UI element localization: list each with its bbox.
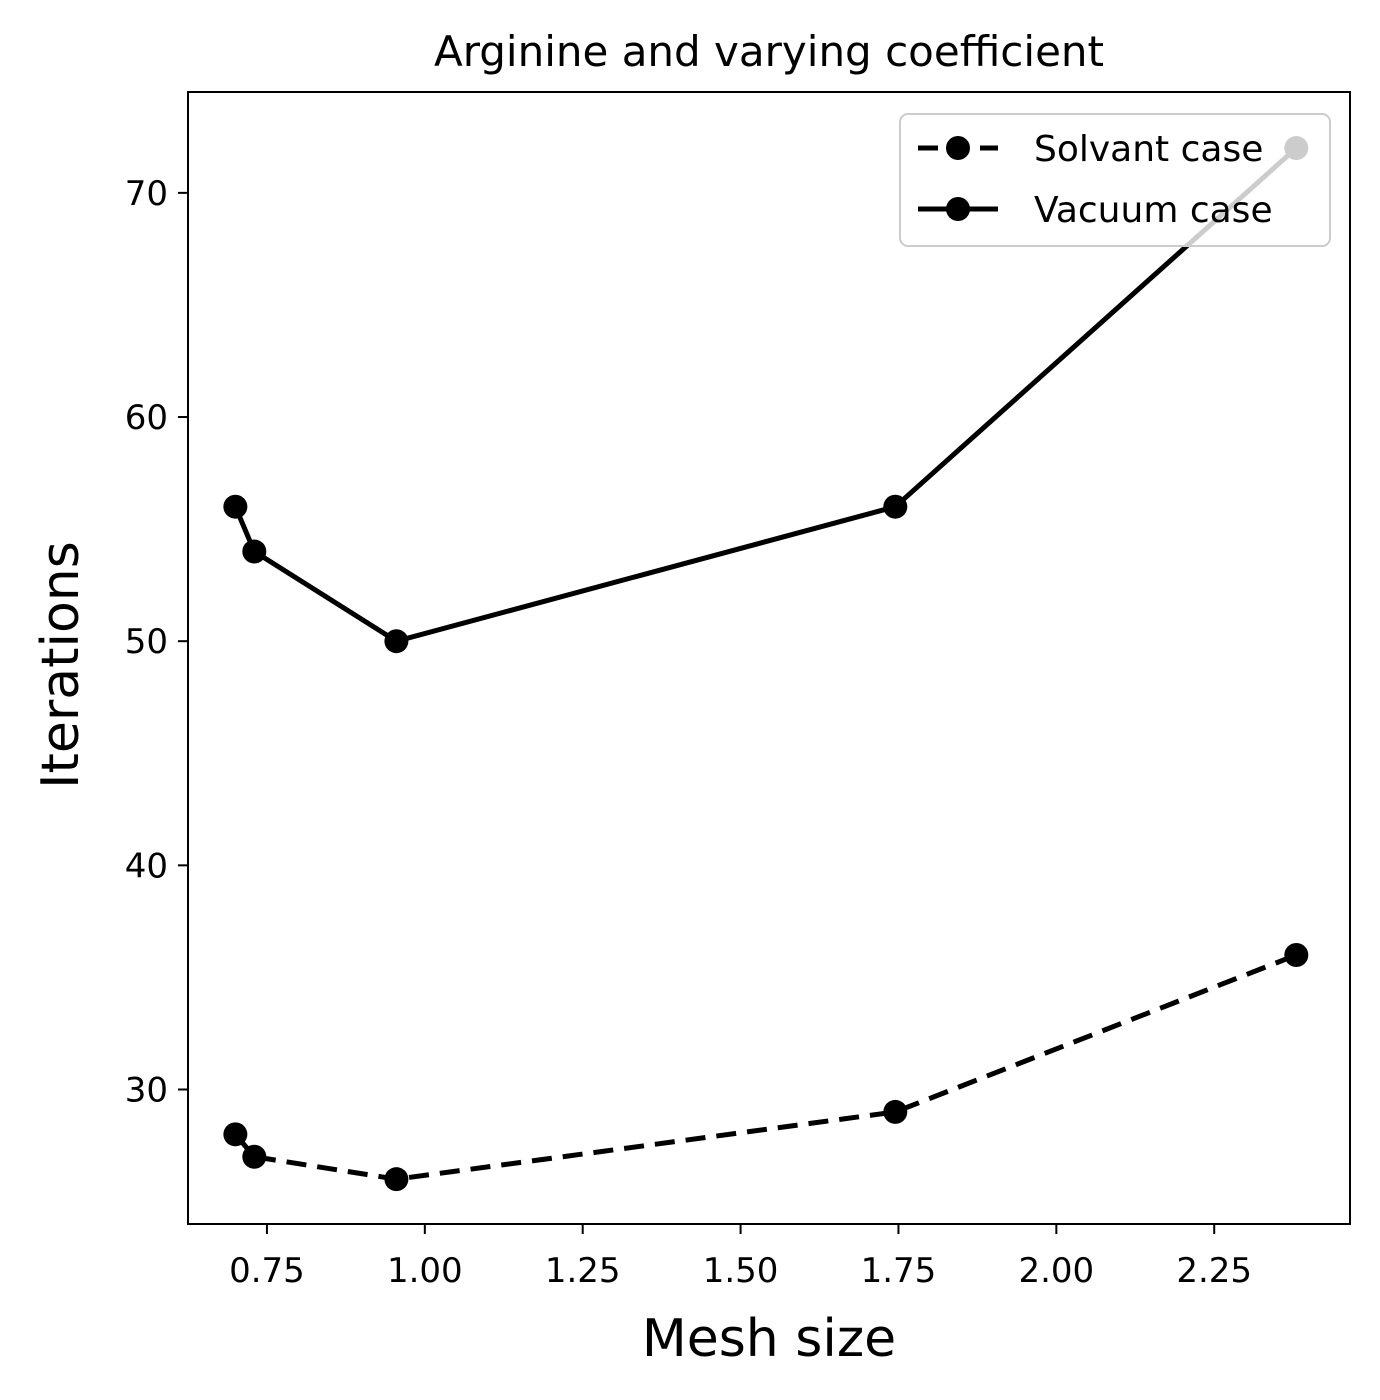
y-tick-label: 50 [125, 622, 168, 662]
data-point-vacuum-case [223, 494, 248, 519]
chart-title: Arginine and varying coefficient [434, 27, 1104, 76]
data-point-solvant-case [883, 1099, 908, 1124]
x-tick-label: 2.00 [1018, 1251, 1094, 1291]
legend-marker-vacuum-case [946, 197, 970, 221]
x-tick-label: 1.75 [861, 1251, 937, 1291]
data-point-solvant-case [384, 1167, 409, 1192]
y-tick-label: 60 [125, 398, 168, 438]
plot-area-frame [187, 91, 1351, 1225]
x-axis-ticks: 0.75 1.00 1.25 1.50 1.75 2.00 2.25 [229, 1224, 1252, 1291]
y-axis-label: Iterations [31, 541, 91, 789]
y-axis-ticks: 30 40 50 60 70 [125, 174, 188, 1111]
data-point-solvant-case [1284, 943, 1309, 968]
y-tick-label: 40 [125, 846, 168, 886]
data-point-vacuum-case [242, 539, 267, 564]
data-point-solvant-case [223, 1122, 248, 1147]
data-point-solvant-case [242, 1144, 267, 1169]
legend-marker-solvant-case [946, 136, 970, 160]
x-tick-label: 1.00 [387, 1251, 463, 1291]
x-tick-label: 0.75 [229, 1251, 305, 1291]
y-tick-label: 30 [125, 1071, 168, 1111]
x-tick-label: 2.25 [1176, 1251, 1252, 1291]
legend: Solvant case Vacuum case [899, 113, 1331, 247]
x-tick-label: 1.50 [703, 1251, 779, 1291]
y-tick-label: 70 [125, 174, 168, 214]
x-tick-label: 1.25 [545, 1251, 621, 1291]
legend-box [899, 113, 1331, 247]
data-point-vacuum-case [883, 494, 908, 519]
legend-label-solvant-case: Solvant case [1034, 129, 1263, 170]
x-axis-label: Mesh size [642, 1309, 896, 1369]
legend-label-vacuum-case: Vacuum case [1034, 190, 1273, 231]
data-point-vacuum-case [384, 629, 409, 654]
legend-entries: Solvant case Vacuum case [918, 129, 1273, 231]
